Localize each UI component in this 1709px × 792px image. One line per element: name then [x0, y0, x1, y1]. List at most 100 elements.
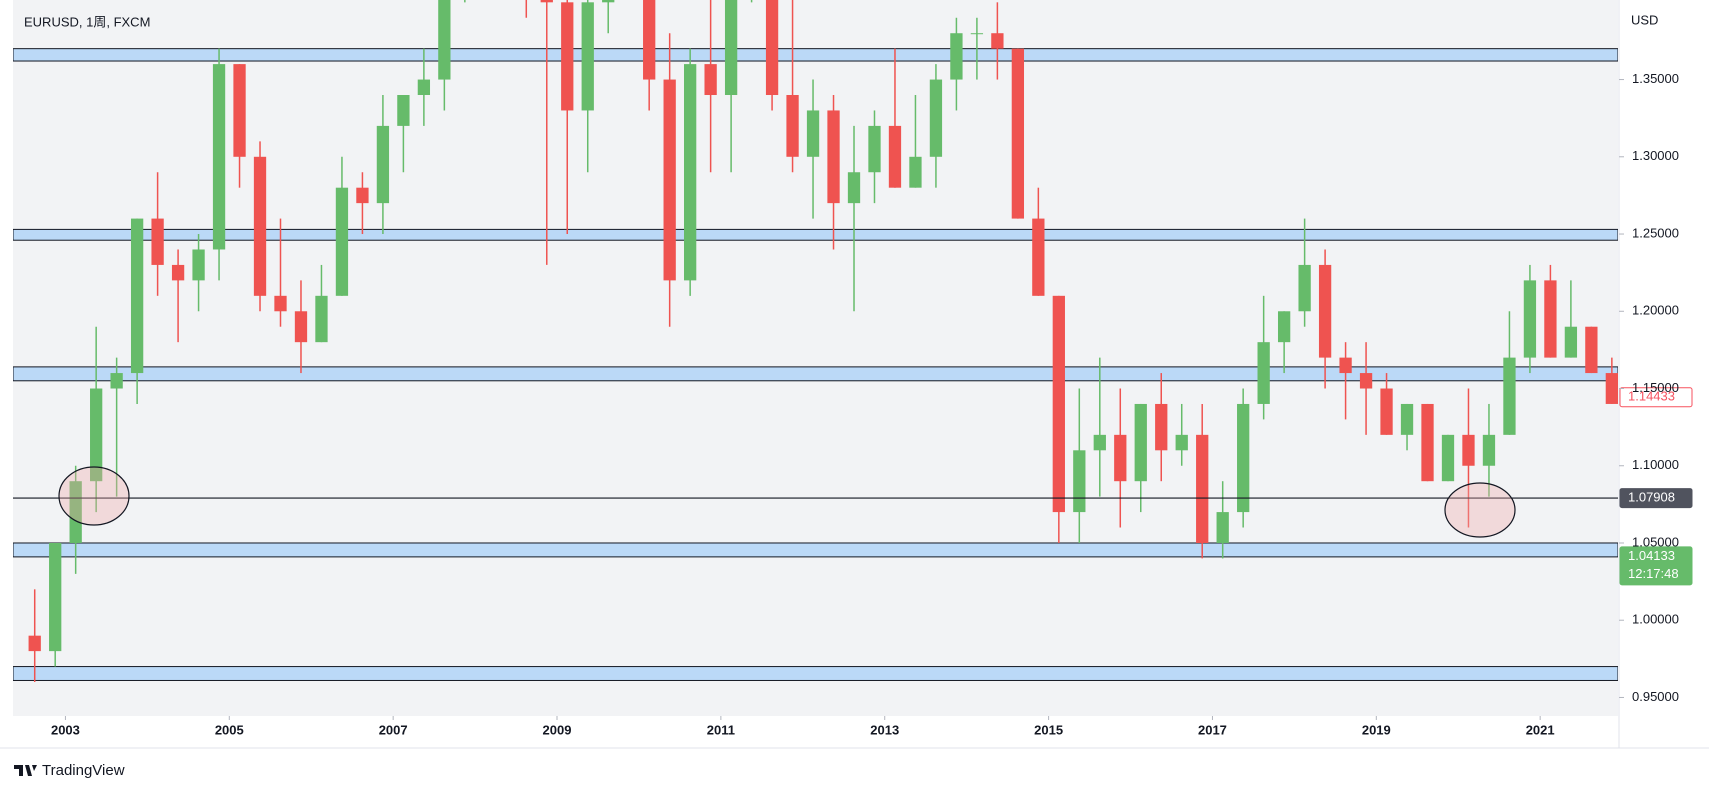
candle-body: [1237, 403, 1250, 513]
y-tick-label: 1.00000: [1632, 612, 1679, 627]
candle-body: [49, 542, 62, 652]
brand-logo: [14, 765, 37, 776]
price-label: 1.14433: [1628, 389, 1675, 404]
candle-body: [602, 0, 615, 3]
x-tick-label: 2019: [1362, 722, 1391, 737]
candle-body: [1462, 434, 1475, 466]
price-axis: 1.14433 1.07908 1.04133 12:17:48: [1619, 387, 1693, 586]
candle-body: [376, 125, 390, 204]
y-tick-label: 1.05000: [1632, 534, 1679, 549]
y-tick-label: 1.30000: [1632, 148, 1679, 163]
candle-body: [704, 64, 717, 96]
y-tick-label: 1.35000: [1632, 71, 1679, 86]
price-label-box: [1619, 488, 1693, 509]
candle-body: [1073, 450, 1086, 513]
candle-body: [1482, 434, 1496, 466]
brand: TradingView: [42, 762, 125, 779]
candle-body: [929, 79, 943, 157]
y-tick-label: 1.25000: [1632, 225, 1679, 240]
candle-body: [110, 373, 123, 389]
annotation-ellipse: [1444, 482, 1516, 538]
candle-body: [1196, 434, 1209, 543]
candle-body: [1318, 264, 1332, 358]
candle-body: [970, 33, 984, 35]
x-tick-label: 2013: [870, 722, 899, 737]
candle-body: [1564, 326, 1578, 358]
candle-body: [1155, 403, 1168, 451]
candle-body: [950, 33, 963, 80]
candle-body: [192, 249, 205, 281]
candle-body: [806, 110, 820, 157]
countdown-label: 12:17:48: [1628, 566, 1679, 581]
candle-body: [1257, 342, 1270, 404]
price-label-box: [1619, 546, 1693, 586]
candle-body: [233, 64, 246, 157]
y-tick-label: 1.10000: [1632, 457, 1679, 472]
candle-body: [90, 388, 103, 482]
candle-body: [69, 481, 82, 543]
candle-body: [1544, 280, 1557, 358]
x-tick-label: 2003: [51, 722, 80, 737]
candle-body: [397, 95, 410, 126]
candle-body: [1380, 388, 1393, 435]
candle-body: [335, 187, 349, 296]
candle-body: [356, 187, 369, 204]
plot-background: [13, 0, 1618, 716]
candle-body: [1216, 512, 1229, 543]
candle-body: [1605, 373, 1618, 404]
candle-body: [827, 110, 840, 204]
candle-body: [1503, 357, 1516, 435]
candle-body: [991, 33, 1004, 49]
price-zone: [13, 366, 1618, 382]
y-tick-label: 0.95000: [1632, 689, 1679, 704]
price-zone: [13, 48, 1618, 62]
candle-body: [253, 156, 267, 296]
candle-body: [171, 264, 185, 281]
candle-body: [130, 218, 144, 374]
y-axis-label: USD: [1631, 12, 1658, 27]
candle-body: [540, 0, 553, 3]
candle-body: [765, 0, 779, 96]
candle-body: [417, 79, 431, 96]
x-tick-label: 2021: [1526, 722, 1555, 737]
candle-body: [1175, 434, 1188, 451]
candle-body: [561, 2, 574, 111]
candle-body: [151, 218, 164, 265]
candle-body: [663, 79, 676, 281]
candle-body: [1359, 373, 1373, 389]
x-tick-label: 2007: [379, 722, 408, 737]
candle-body: [1032, 218, 1045, 296]
candle-body: [847, 172, 861, 204]
price-label: 1.04133: [1628, 548, 1675, 563]
candle-body: [684, 64, 697, 281]
plot-area: [13, 0, 1618, 683]
price-zone: [13, 666, 1618, 681]
x-tick-label: 2017: [1198, 722, 1227, 737]
candle-body: [1011, 48, 1025, 219]
annotation-ellipse: [58, 466, 130, 526]
candle-body: [786, 95, 799, 157]
candle-body: [1523, 280, 1537, 358]
y-tick-label: 1.20000: [1632, 303, 1679, 318]
candle-body: [274, 295, 287, 312]
candle-body: [1421, 403, 1434, 482]
candle-body: [1114, 434, 1127, 482]
candle-body: [909, 156, 922, 188]
x-tick-label: 2011: [707, 722, 735, 737]
price-zone: [13, 228, 1618, 241]
candle-body: [1339, 357, 1352, 374]
candle-body: [438, 0, 451, 80]
candle-body: [294, 311, 308, 343]
candle-body: [888, 125, 902, 188]
candle-body: [1093, 434, 1106, 451]
candle-body: [212, 64, 226, 250]
price-zone: [13, 542, 1618, 558]
chart-title: EURUSD, 1周, FXCM: [24, 14, 150, 29]
x-tick-label: 2009: [543, 722, 572, 737]
candle-body: [315, 295, 328, 343]
candle-body: [1052, 295, 1065, 513]
price-label: 1.07908: [1628, 490, 1675, 505]
candle-body: [1298, 264, 1311, 312]
candle-body: [1134, 403, 1147, 482]
